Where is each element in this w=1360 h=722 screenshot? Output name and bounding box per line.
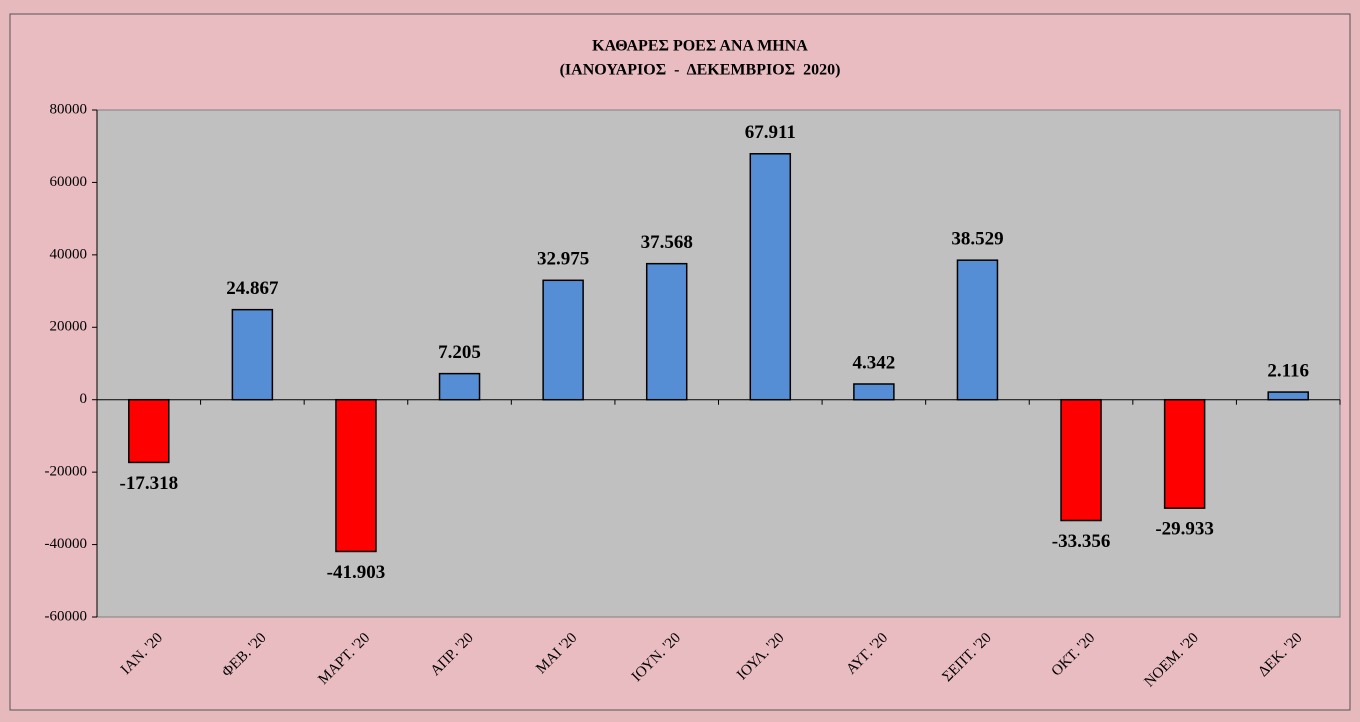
data-label: 67.911 <box>745 122 796 143</box>
y-tick-label: -60000 <box>45 608 88 624</box>
data-label: 37.568 <box>641 232 693 253</box>
y-tick-label: 60000 <box>50 174 88 190</box>
bar <box>438 372 481 401</box>
bar <box>645 262 688 401</box>
data-label: -29.933 <box>1155 518 1214 539</box>
data-label: 4.342 <box>853 352 896 373</box>
bar <box>231 308 274 401</box>
bar <box>1163 398 1206 509</box>
bar <box>1267 391 1309 401</box>
bar <box>542 279 584 401</box>
bar <box>749 153 792 401</box>
plot-area <box>96 109 1341 618</box>
y-tick-label: -20000 <box>45 464 88 480</box>
data-label: 2.116 <box>1267 360 1309 381</box>
data-label: -41.903 <box>327 562 386 583</box>
y-tick-label: 20000 <box>50 319 88 335</box>
y-tick-label: 80000 <box>50 101 88 117</box>
chart-title: ΚΑΘΑΡΕΣ ΡΟΕΣ ΑΝΑ ΜΗΝΑ <box>592 38 808 55</box>
bar <box>853 383 895 401</box>
bar <box>956 259 999 401</box>
data-label: -17.318 <box>120 473 179 494</box>
y-tick-label: 0 <box>80 391 88 407</box>
data-label: 32.975 <box>537 249 589 270</box>
bar <box>128 398 170 464</box>
data-label: 24.867 <box>226 278 279 299</box>
bar <box>1060 398 1102 522</box>
chart-subtitle: (ΙΑΝΟΥΑΡΙΟΣ - ΔΕΚΕΜΒΡΙΟΣ 2020) <box>560 62 841 79</box>
data-label: 7.205 <box>438 342 481 363</box>
y-tick-label: -40000 <box>45 536 88 552</box>
data-label: 38.529 <box>951 229 1003 250</box>
y-tick-label: 40000 <box>50 246 88 262</box>
data-label: -33.356 <box>1052 531 1111 552</box>
bar <box>335 398 377 553</box>
